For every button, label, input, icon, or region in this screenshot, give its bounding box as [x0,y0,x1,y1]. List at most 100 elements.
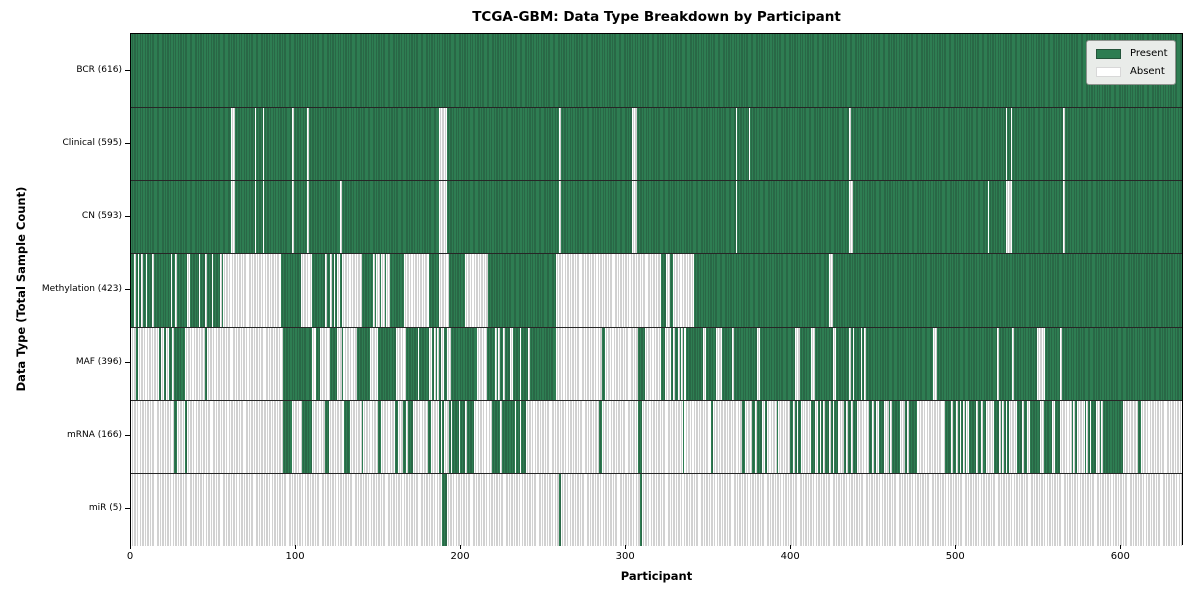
bar-segment [213,254,220,327]
bar-segment [190,254,199,327]
bar-segment [473,400,477,473]
bar-segment [951,400,953,473]
row-band-methylation [131,253,1182,327]
x-tick-mark [1120,545,1122,549]
bar-segment [256,181,263,254]
bar-segment [710,400,713,473]
bar-segment [173,327,186,400]
bar-segment [373,254,375,327]
bar-segment [1007,108,1011,181]
bar-segment [343,327,357,400]
bar-segment [264,181,293,254]
bar-segment [682,400,685,473]
row-band-mir [131,472,1182,546]
bar-segment [519,400,522,473]
bar-segment [994,400,1000,473]
bar-segment [862,327,865,400]
bar-segment [476,400,489,473]
bar-segment [336,327,342,400]
bar-segment [1037,327,1046,400]
bar-segment [262,108,265,181]
bar-segment [869,400,873,473]
bar-segment [379,254,382,327]
bar-segment [378,327,397,400]
bar-segment [404,254,430,327]
bar-segment [844,400,846,473]
bar-segment [765,400,767,473]
bar-segment [320,327,331,400]
bar-segment [981,400,983,473]
y-tick-mark [125,69,130,71]
bar-segment [131,400,174,473]
bar-segment [559,181,561,254]
bar-segment [450,400,453,473]
bar-segment [308,108,440,181]
x-axis-label: Participant [620,569,693,583]
legend: Present Absent [1086,40,1176,85]
bar-segment [325,254,328,327]
y-tick-mark [125,508,130,510]
bar-segment [185,400,187,473]
bar-segment [343,400,351,473]
bar-segment [905,400,907,473]
bar-segment [1009,400,1018,473]
bar-segment [672,254,695,327]
bar-segment [745,400,753,473]
bar-segment [686,327,692,400]
bar-segment [770,400,777,473]
bar-segment [733,327,757,400]
bar-segment [964,400,967,473]
bar-segment [799,327,812,400]
bar-segment [442,473,448,546]
bar-segment [386,254,390,327]
x-tick-mark [460,545,462,549]
bar-segment [402,400,407,473]
y-tick-label-mrna: mRNA (166) [67,430,122,441]
bar-segment [486,327,496,400]
bar-segment [312,400,326,473]
bar-segment [852,181,988,254]
bar-segment [429,327,433,400]
bar-segment [412,400,428,473]
bar-segment [997,327,1000,400]
bar-segment [1012,108,1064,181]
bar-segment [308,181,341,254]
bar-segment [602,400,639,473]
bar-segment [430,400,440,473]
bar-segment [661,254,667,327]
bar-segment [822,400,825,473]
bar-segment [439,327,441,400]
legend-absent-swatch [1096,66,1121,77]
bar-segment [139,254,141,327]
bar-segment [187,400,283,473]
bar-segment [748,108,751,181]
bar-segment [340,181,342,254]
bar-segment [559,108,561,181]
bar-segment [872,400,874,473]
bar-segment [824,400,830,473]
bar-segment [1140,400,1182,473]
y-tick-mark [125,362,130,364]
bar-segment [661,327,665,400]
bar-segment [684,400,711,473]
bar-segment [890,400,893,473]
bar-segment [264,108,293,181]
bar-segment [933,327,937,400]
bar-segment [528,327,530,400]
row-band-maf [131,326,1182,400]
bar-segment [341,327,344,400]
bar-segment [467,400,474,473]
bar-segment [1102,400,1123,473]
bar-segment [131,254,135,327]
bar-segment [175,254,178,327]
bar-segment [560,181,632,254]
bar-segment [292,108,295,181]
bar-segment [829,254,833,327]
bar-segment [516,400,520,473]
y-tick-mark [125,215,130,217]
bar-segment [376,254,380,327]
bar-segment [312,254,321,327]
bar-segment [737,181,850,254]
bar-segment [672,327,675,400]
bar-segment [501,400,515,473]
